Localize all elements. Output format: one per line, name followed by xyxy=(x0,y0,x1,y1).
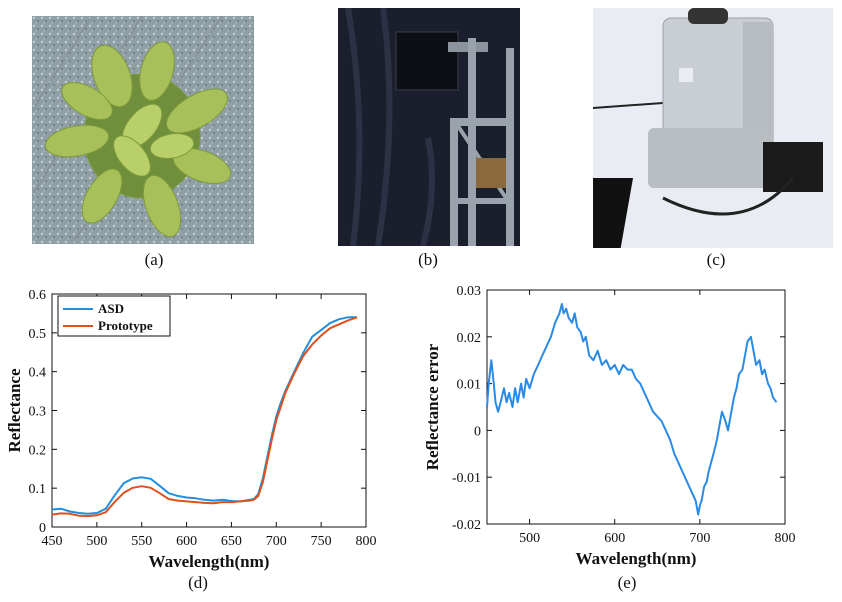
prototype-illustration xyxy=(338,8,520,246)
x-tick-label: 450 xyxy=(42,534,63,549)
x-tick-label: 500 xyxy=(86,534,107,549)
x-tick-label: 750 xyxy=(311,534,332,549)
x-tick-label: 550 xyxy=(131,534,152,549)
y-tick-label: 0.02 xyxy=(457,331,482,346)
plot-frame xyxy=(486,289,786,525)
x-axis-title: Wavelength(nm) xyxy=(576,549,697,568)
series-line-error xyxy=(486,303,778,516)
y-axis-title: Reflectance error xyxy=(423,343,442,470)
x-tick-label: 600 xyxy=(604,531,625,546)
y-tick-label: 0 xyxy=(39,521,46,536)
y-tick-label: 0.1 xyxy=(29,482,47,497)
legend-box xyxy=(57,295,171,337)
chart-reflectance-error: 500 600 700 800 -0.02 -0.01 0 0.01 0.02 0.03 Wavel… xyxy=(423,284,796,568)
x-tick-label: 650 xyxy=(221,534,242,549)
series-line-asd xyxy=(51,316,357,515)
x-axis-title: Wavelength(nm) xyxy=(149,552,270,571)
panel-label-b: (b) xyxy=(418,250,438,269)
legend-label-asd: ASD xyxy=(98,301,124,316)
x-tick-label: 800 xyxy=(775,531,796,546)
chart-reflectance: 450 500 550 600 650 700 750 800 0 0.1 0.2 0.3 0.4 0.5… xyxy=(5,288,377,571)
y-tick-label: 0.03 xyxy=(457,284,482,299)
x-tick-label: 600 xyxy=(176,534,197,549)
y-tick-label: 0 xyxy=(474,424,481,439)
panel-label-d: (d) xyxy=(188,573,208,592)
y-tick-label: -0.01 xyxy=(452,471,481,486)
photo-plant xyxy=(32,16,254,244)
legend-label-prototype: Prototype xyxy=(98,318,153,333)
y-tick-label: -0.02 xyxy=(452,518,481,533)
y-axis-title: Reflectance xyxy=(5,368,24,452)
photo-prototype xyxy=(338,8,520,246)
plant-illustration xyxy=(32,16,254,244)
y-tick-label: 0.01 xyxy=(457,378,482,393)
photo-asd-device xyxy=(593,8,833,248)
x-tick-label: 700 xyxy=(266,534,287,549)
x-tick-label: 500 xyxy=(519,531,540,546)
y-tick-label: 0.2 xyxy=(29,443,47,458)
series-line-prototype xyxy=(51,316,358,518)
y-tick-label: 0.6 xyxy=(29,288,47,303)
panel-label-e: (e) xyxy=(617,573,637,592)
y-tick-label: 0.4 xyxy=(29,366,47,381)
panel-label-a: (a) xyxy=(144,250,164,269)
x-tick-label: 700 xyxy=(689,531,710,546)
asd-device-illustration xyxy=(593,8,833,248)
panel-label-c: (c) xyxy=(706,250,726,269)
y-tick-label: 0.3 xyxy=(29,405,47,420)
x-tick-label: 800 xyxy=(356,534,377,549)
y-tick-label: 0.5 xyxy=(29,327,47,342)
